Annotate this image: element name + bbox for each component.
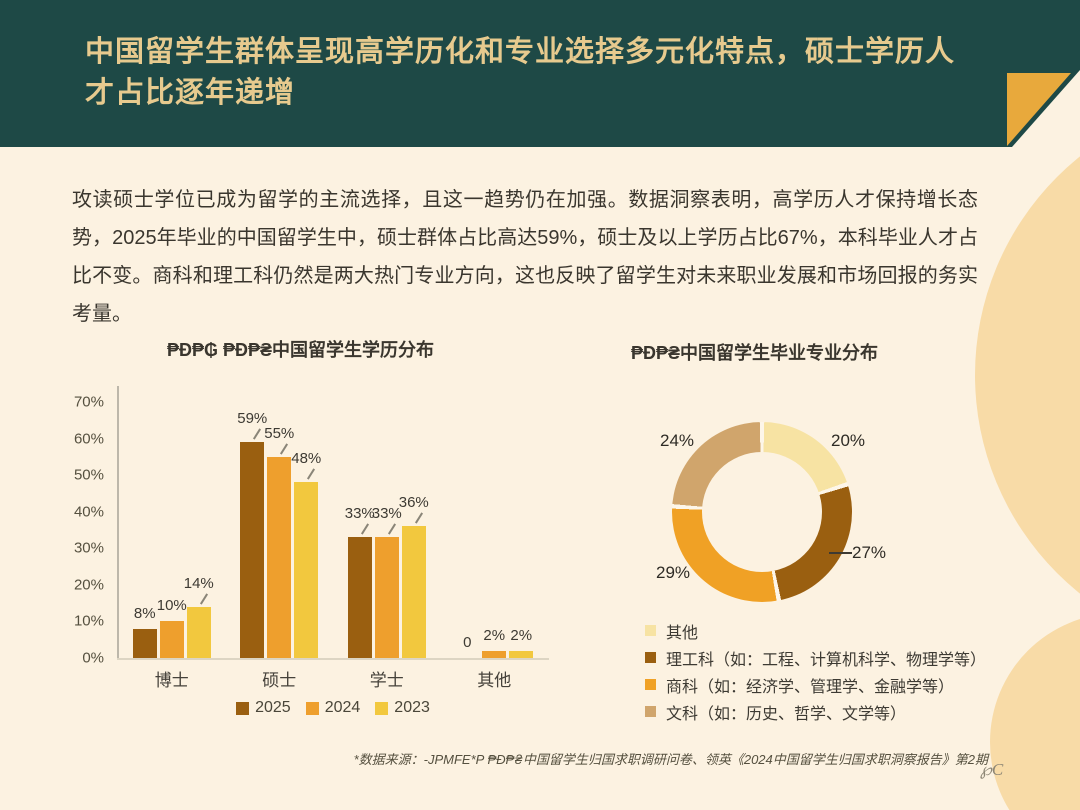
bar-label-leader-line [199,593,208,605]
category-label-其他: 其他 [477,671,512,690]
bar-其他-2023 [509,650,534,658]
legend-swatch [236,701,250,715]
bar-博士-2024 [159,621,184,658]
legend-item-2023: 2023 [375,699,430,717]
donut-legend-label: 文科（如：历史、哲学、文学等） [666,705,907,723]
bar-value-label: 8% [133,604,156,622]
bar-value-label: 55% [264,424,295,442]
bar-博士-2023 [186,606,211,658]
donut-slice-label: 20% [830,431,866,450]
donut-slice-label: 27% [851,543,887,562]
bar-硕士-2023 [294,482,319,658]
donut-legend-label: 理工科（如：工程、计算机科学、物理学等） [666,651,987,669]
legend-label: 2025 [255,699,291,716]
bar-label-leader-line [414,512,423,524]
legend-swatch [305,701,319,715]
donut-chart-legend: 其他理工科（如：工程、计算机科学、物理学等） 商科（如：经济学、管理学、金融学等）… [645,617,986,725]
donut-legend-label: 其他 [666,624,699,642]
category-label-硕士: 硕士 [262,671,297,690]
bar-硕士-2025 [240,442,265,658]
bar-博士-2025 [132,628,157,658]
bar-学士-2025 [347,537,372,658]
legend-swatch [645,652,656,663]
bar-value-label: 14% [183,574,214,592]
y-axis-line [117,386,119,658]
y-axis-tick: 50% [73,466,104,484]
background-circle-bottom-right [990,613,1080,810]
donut-legend-item: 其他 [645,617,986,644]
bar-其他-2024 [482,650,507,658]
category-label-学士: 学士 [369,671,404,690]
donut-legend-label: 商科（如：经济学、管理学、金融学等） [666,678,955,696]
donut-legend-item: 文科（如：历史、哲学、文学等） [645,698,986,725]
donut-chart-title: ₱Ð₱₴中国留学生毕业专业分布 [631,343,879,363]
donut-label-leader-line [829,552,852,554]
bar-label-leader-line [387,523,396,535]
bar-value-label: 36% [398,494,429,512]
legend-swatch [645,706,656,717]
bar-chart-legend: 2025 2024 2023 [118,699,548,717]
legend-label: 2023 [394,699,430,716]
bar-硕士-2024 [267,456,292,658]
bar-value-label: 33% [371,505,402,523]
bar-value-label: 48% [291,450,322,468]
y-axis-tick: 10% [73,612,104,630]
bar-value-label: 10% [156,597,187,615]
bar-学士-2024 [374,537,399,658]
legend-swatch [645,625,656,636]
data-source-footnote: *数据来源：-JPMFE*P ₱Ð₱₴中国留学生归国求职调研问卷、领英《2024… [353,752,988,767]
bar-chart-plot: 0% 10% 20% 30% 40% 50% 60% 70% 8% 10% 14% 博士 59% 55% 4… [74,386,549,690]
y-axis-tick: 30% [73,539,104,557]
page-title: 中国留学生群体呈现高学历化和专业选择多元化特点，硕士学历人才占比逐年递增 [85,36,956,109]
donut-legend-item: 商科（如：经济学、管理学、金融学等） [645,671,986,698]
donut-chart [672,422,852,602]
background-circle-right [975,95,1080,655]
donut-slice-label: 24% [659,431,695,450]
bar-value-label: 33% [344,505,375,523]
y-axis-tick: 60% [73,430,104,448]
donut-legend-item: 理工科（如：工程、计算机科学、物理学等） [645,644,986,671]
bar-label-leader-line [360,523,369,535]
legend-swatch [645,679,656,690]
donut-hole [702,452,822,572]
bar-label-leader-line [307,468,316,481]
bar-value-label: 2% [483,626,506,644]
donut-slice-label: 29% [655,563,691,582]
legend-label: 2024 [324,699,361,716]
y-axis-tick: 20% [73,576,104,594]
intro-paragraph: 攻读硕士学位已成为留学的主流选择，且这一趋势仍在加强。数据洞察表明，高学历人才保… [72,189,978,325]
legend-swatch [375,701,389,715]
header-band [0,0,1080,147]
bar-value-label: 59% [237,410,268,428]
bar-value-label: 2% [510,626,533,644]
watermark-logo: ℘C [980,760,1004,779]
y-axis-tick: 40% [73,503,104,521]
bar-学士-2023 [401,526,426,658]
legend-item-2025: 2025 [236,699,291,717]
category-label-博士: 博士 [154,671,189,690]
legend-item-2024: 2024 [305,699,361,717]
x-axis-line [117,658,549,660]
y-axis-tick: 70% [73,393,104,411]
bar-chart-title: ₱Ð₱₲ ₱Ð₱₴中国留学生学历分布 [167,340,435,360]
y-axis-tick: 0% [82,649,104,667]
bar-value-label: 0 [463,634,472,651]
